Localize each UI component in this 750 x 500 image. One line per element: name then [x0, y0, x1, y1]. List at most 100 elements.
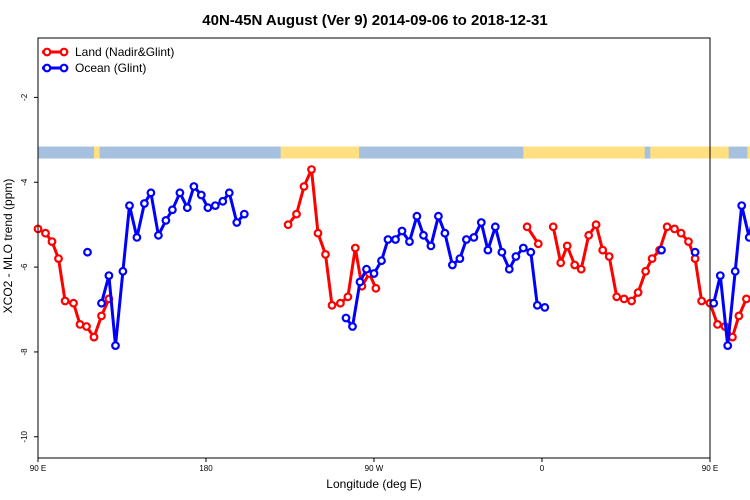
data-point [584, 230, 594, 240]
data-point [730, 266, 740, 276]
data-point [598, 245, 608, 255]
data-point [355, 277, 365, 287]
data-point [490, 222, 500, 232]
data-point [82, 322, 91, 331]
legend-marker [42, 63, 52, 73]
mask-segment [728, 146, 748, 159]
data-point [619, 294, 629, 304]
data-point [713, 320, 722, 329]
data-point [139, 199, 149, 208]
data-point [556, 258, 566, 268]
data-point [146, 188, 156, 198]
data-point [104, 271, 114, 281]
series-ocean [83, 182, 750, 351]
data-point [343, 292, 353, 302]
data-point [670, 224, 679, 234]
x-tick-label: 90 W [365, 464, 384, 473]
data-point [604, 252, 614, 261]
data-point [362, 264, 371, 274]
data-point [734, 311, 744, 321]
mask-segment [38, 146, 95, 159]
data-point [196, 190, 206, 200]
y-tick-label: -4 [20, 178, 29, 186]
data-point [60, 296, 70, 306]
data-point [397, 226, 407, 236]
data-point [47, 237, 57, 247]
data-point [83, 247, 92, 257]
data-point [723, 341, 733, 351]
data-point [371, 283, 381, 293]
land-ocean-mask-band [38, 146, 750, 159]
y-tick-label: -2 [20, 93, 29, 101]
x-tick-label: 90 E [30, 464, 46, 473]
data-point [239, 209, 249, 219]
data-point [641, 266, 650, 276]
data-point [111, 341, 120, 351]
data-point [167, 205, 177, 215]
data-point [497, 247, 507, 257]
x-tick-label: 90 E [702, 464, 718, 473]
y-axis-label: XCO2 - MLO trend (ppm) [1, 179, 15, 314]
data-point [210, 201, 220, 211]
mask-segment [523, 146, 646, 159]
data-point [570, 260, 580, 270]
data-point [383, 235, 393, 244]
data-point [744, 233, 750, 242]
data-point [41, 228, 50, 238]
data-point [369, 269, 379, 278]
data-point [54, 254, 63, 264]
series-line [712, 204, 750, 348]
data-point [591, 220, 601, 230]
mask-segment [747, 146, 750, 159]
data-point [189, 182, 199, 191]
chart-title: 40N-45N August (Ver 9) 2014-09-06 to 201… [202, 12, 547, 29]
data-point [504, 264, 514, 274]
mask-segment [644, 146, 651, 159]
data-point [684, 237, 693, 247]
data-point [313, 228, 323, 238]
data-point [153, 230, 163, 240]
mask-segment [280, 146, 360, 159]
data-point [327, 300, 337, 310]
data-point [455, 254, 465, 264]
data-point [662, 222, 672, 232]
data-point [97, 311, 106, 321]
data-point [182, 203, 192, 213]
data-point [737, 201, 747, 211]
data-point [118, 266, 128, 276]
data-point [97, 298, 106, 308]
data-point [709, 298, 719, 308]
data-point [391, 235, 400, 244]
x-axis: 90 E 180 90 W 0 90 E [30, 458, 718, 473]
data-point [412, 211, 422, 221]
data-point [548, 222, 558, 232]
data-point [299, 182, 309, 191]
data-point [69, 298, 78, 308]
data-point [175, 188, 185, 198]
series-land [33, 165, 750, 342]
data-point [522, 222, 532, 232]
series-layer [33, 165, 750, 351]
legend-label: Ocean (Glint) [75, 61, 146, 75]
data-point [690, 247, 700, 257]
data-point [377, 256, 386, 266]
legend-marker [59, 63, 69, 73]
data-point [612, 292, 622, 302]
data-point [161, 215, 171, 225]
series-line [37, 227, 111, 339]
data-point [526, 247, 536, 257]
data-point [647, 254, 657, 264]
mask-segment [94, 146, 101, 159]
data-point [483, 245, 493, 255]
data-point [307, 165, 316, 174]
data-point [532, 300, 542, 310]
data-point [715, 271, 725, 281]
data-point [350, 243, 360, 253]
data-point [89, 332, 99, 342]
data-point [224, 188, 234, 198]
data-point [676, 228, 686, 238]
data-point [448, 260, 457, 270]
legend: Land (Nadir&Glint) Ocean (Glint) [42, 45, 174, 75]
data-point [434, 211, 443, 221]
data-point [426, 241, 436, 251]
